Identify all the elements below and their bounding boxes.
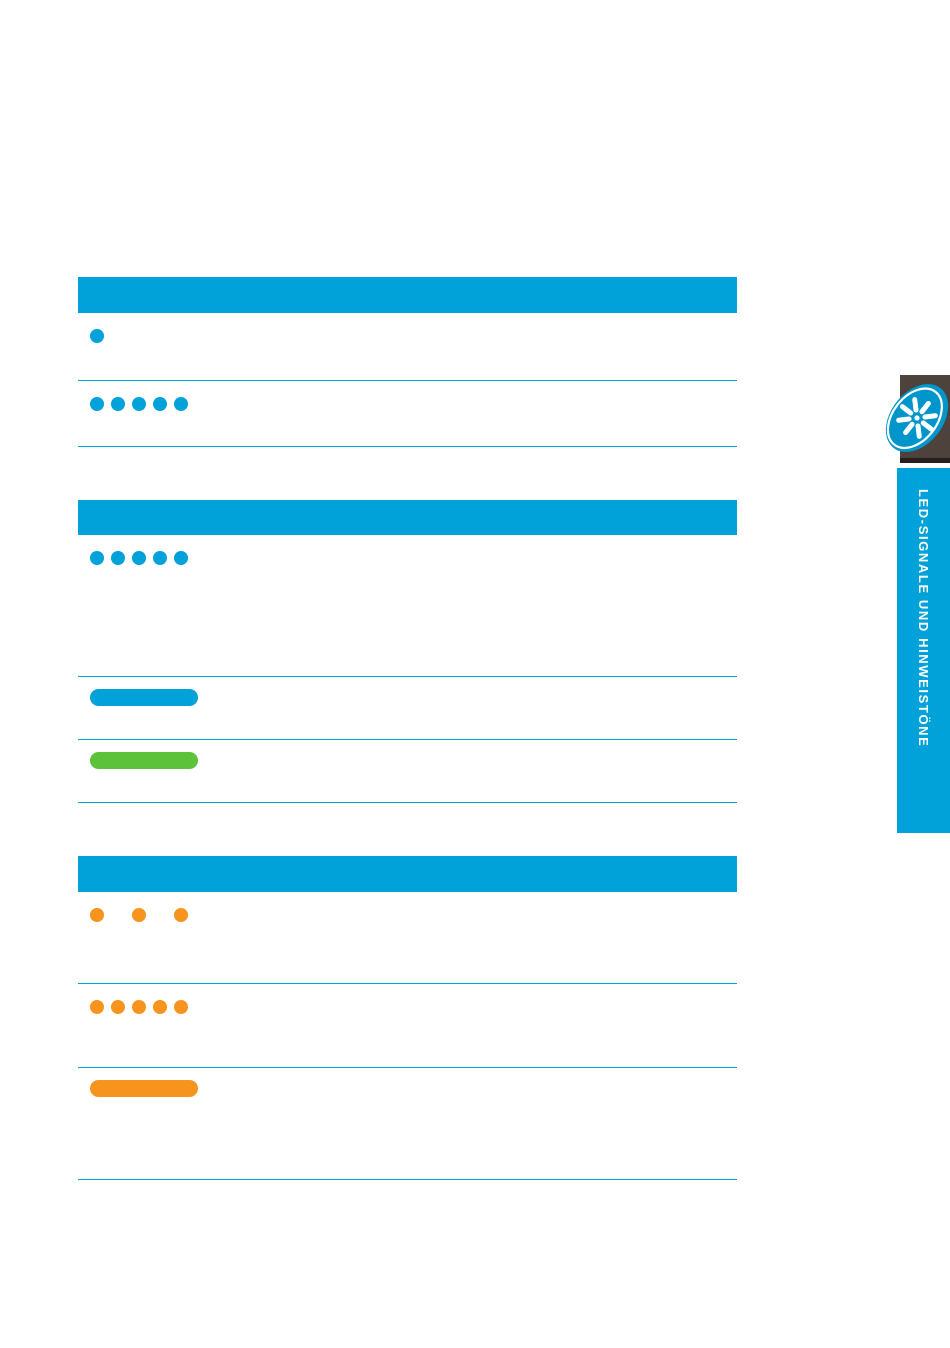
led-dot-orange bbox=[174, 908, 188, 922]
led-dot-orange bbox=[90, 908, 104, 922]
led-dot-orange bbox=[132, 908, 146, 922]
led-dot-cyan bbox=[174, 551, 188, 565]
led-table bbox=[78, 500, 737, 803]
chapter-tab-bar: LED-SIGNALE UND HINWEISTÖNE bbox=[897, 468, 950, 833]
led-dot-orange bbox=[132, 1000, 146, 1014]
led-dot-cyan bbox=[90, 329, 104, 343]
table-row bbox=[78, 313, 737, 381]
led-dot-orange bbox=[90, 1000, 104, 1014]
table-row bbox=[78, 740, 737, 803]
led-dot-cyan bbox=[153, 551, 167, 565]
led-dot-cyan bbox=[90, 551, 104, 565]
table-header-bar bbox=[78, 856, 737, 892]
table-row bbox=[78, 984, 737, 1068]
table-row bbox=[78, 1068, 737, 1180]
chapter-tab-label: LED-SIGNALE UND HINWEISTÖNE bbox=[916, 489, 931, 748]
led-bar-orange bbox=[90, 1080, 198, 1097]
led-dot-orange bbox=[153, 1000, 167, 1014]
led-table bbox=[78, 277, 737, 447]
table-row bbox=[78, 892, 737, 984]
led-bar-cyan bbox=[90, 689, 198, 706]
led-dot-cyan bbox=[153, 397, 167, 411]
led-dot-cyan bbox=[132, 397, 146, 411]
led-dot-cyan bbox=[132, 551, 146, 565]
led-table bbox=[78, 856, 737, 1180]
led-dot-orange bbox=[111, 1000, 125, 1014]
table-row bbox=[78, 381, 737, 447]
led-dot-cyan bbox=[174, 397, 188, 411]
led-dot-cyan bbox=[111, 551, 125, 565]
led-dot-cyan bbox=[111, 397, 125, 411]
led-bar-green bbox=[90, 752, 198, 769]
led-dot-cyan bbox=[90, 397, 104, 411]
flower-asterisk-icon bbox=[885, 384, 949, 452]
table-row bbox=[78, 677, 737, 740]
led-dot-orange bbox=[174, 1000, 188, 1014]
table-header-bar bbox=[78, 277, 737, 313]
table-row bbox=[78, 535, 737, 677]
table-header-bar bbox=[78, 500, 737, 535]
